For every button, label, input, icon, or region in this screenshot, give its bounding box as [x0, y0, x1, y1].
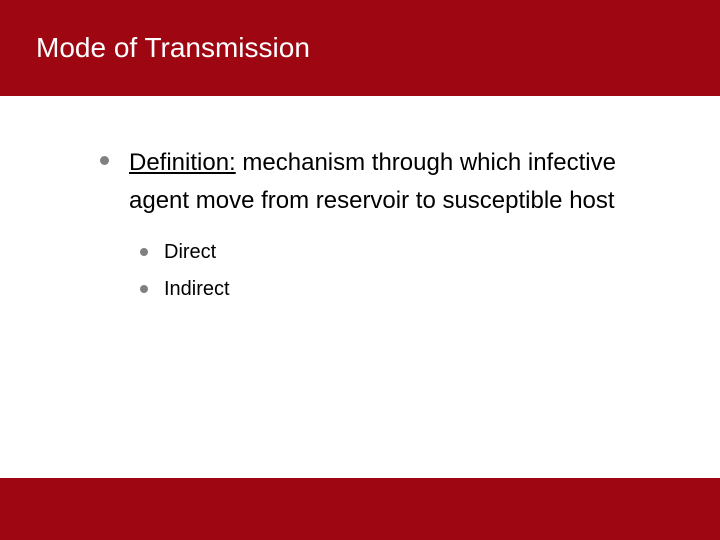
bullet-icon [140, 285, 148, 293]
bullet-icon [140, 248, 148, 256]
bullet-sub-indirect: Indirect [140, 278, 660, 301]
header-bar: Mode of Transmission [0, 0, 720, 96]
bullet-icon [100, 156, 109, 165]
definition-label: Definition: [129, 149, 236, 176]
definition-text: Definition: mechanism through which infe… [129, 144, 660, 221]
footer-bar [0, 478, 720, 540]
bullet-definition: Definition: mechanism through which infe… [100, 144, 660, 221]
slide-title: Mode of Transmission [36, 32, 310, 64]
sub-item-label: Indirect [164, 278, 230, 301]
sub-item-label: Direct [164, 241, 216, 264]
bullet-sub-direct: Direct [140, 241, 660, 264]
slide-content: Definition: mechanism through which infe… [0, 96, 720, 301]
